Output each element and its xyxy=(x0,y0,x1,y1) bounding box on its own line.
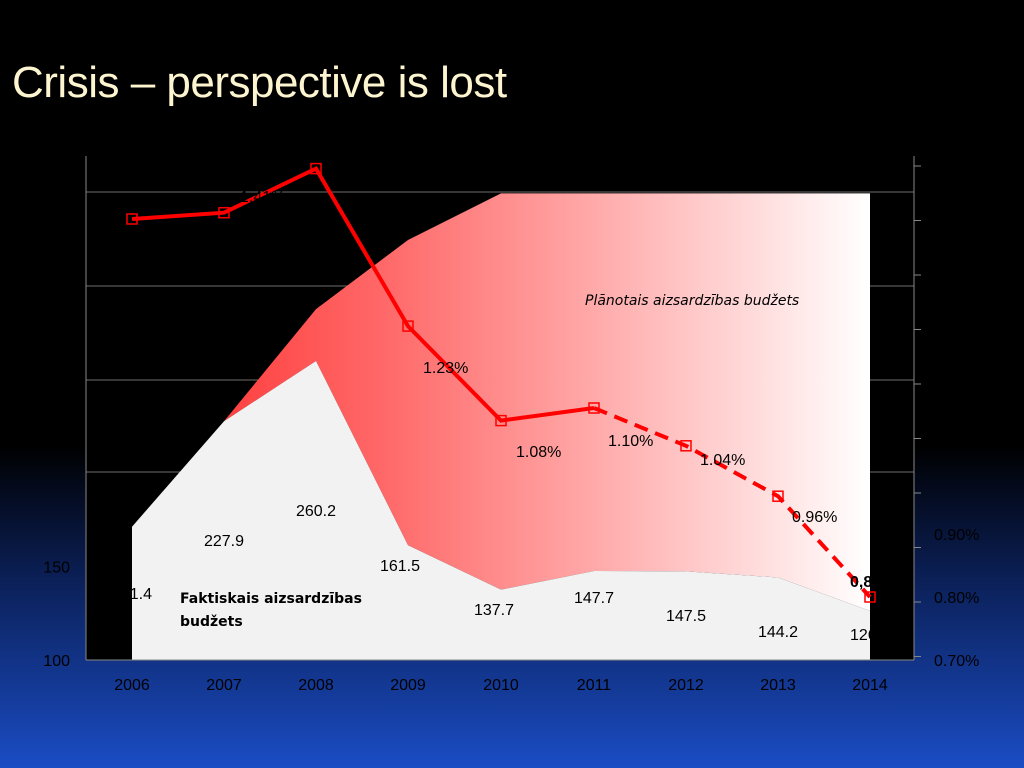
x-tick-label: 2006 xyxy=(114,677,150,694)
actual-budget-legend: Faktiskais aizsardzības budžets xyxy=(180,591,362,630)
planned-budget-legend: Plānotais aizsardzības budžets xyxy=(585,293,799,309)
gdp-share-label-suffix: % xyxy=(887,574,901,591)
actual-area xyxy=(132,360,870,660)
gdp-point xyxy=(864,591,876,603)
x-tick-label: 2009 xyxy=(390,677,426,694)
gdp-point xyxy=(772,490,784,502)
gdp-line-actual xyxy=(131,165,595,423)
x-tick-label: 2013 xyxy=(760,677,796,694)
actual-value-label: 144.2 xyxy=(758,624,798,641)
gdp-share-label: 1.08% xyxy=(516,444,561,461)
gdp-point xyxy=(126,213,138,225)
right-tick-label: 0.90% xyxy=(934,527,979,544)
x-axis-ticks: 2006 2007 2008 2009 2010 2011 2012 2013 2014 xyxy=(114,677,888,694)
left-axis-ticks: 100 150 xyxy=(43,560,70,670)
actual-value-label: 227.9 xyxy=(204,533,244,550)
actual-value-label: 126.3 xyxy=(850,627,890,644)
left-tick-label: 100 xyxy=(43,653,70,670)
x-tick-label: 2007 xyxy=(206,677,242,694)
actual-budget-legend-line1: Faktiskais aizsardzības xyxy=(180,591,362,607)
gdp-point xyxy=(218,206,230,219)
gdp-share-label: 1.10% xyxy=(608,433,653,450)
left-tick-label: 150 xyxy=(43,560,70,577)
x-tick-label: 2008 xyxy=(298,677,334,694)
gdp-share-label: 1.40% xyxy=(150,194,195,211)
gdp-point xyxy=(402,320,414,332)
x-tick-label: 2014 xyxy=(852,677,888,694)
gdp-share-label: 1.04% xyxy=(700,452,745,469)
planned-area xyxy=(132,193,870,611)
gdp-point xyxy=(588,402,600,414)
gdp-point xyxy=(680,440,692,452)
right-tick-label: 0.80% xyxy=(934,590,979,607)
gdp-share-label: 1.41% xyxy=(240,189,285,206)
x-tick-label: 2010 xyxy=(483,677,519,694)
actual-budget-area xyxy=(132,360,870,660)
right-axis-ticks: 0.70% 0.80% 0.90% xyxy=(934,527,979,670)
actual-value-label: 171.4 xyxy=(112,586,152,603)
axes xyxy=(85,156,921,661)
gdp-share-label: 1.23% xyxy=(423,360,468,377)
actual-value-label: 161.5 xyxy=(380,558,420,575)
gdp-share-labels: 1.40% 1.41% 1.23% 1.08% 1.10% 1.04% 0.96% 0,80%… xyxy=(150,189,901,591)
x-tick-label: 2011 xyxy=(577,677,612,694)
actual-value-labels: 171.4 227.9 260.2 161.5 137.7 147.7 147.5 144.2… xyxy=(112,503,890,644)
gdp-point xyxy=(310,162,322,175)
gdp-share-line xyxy=(126,162,876,603)
planned-budget-area xyxy=(132,193,870,611)
slide-title: Crisis – perspective is lost xyxy=(12,58,507,107)
actual-value-label: 147.7 xyxy=(574,590,614,607)
gdp-line-planned xyxy=(593,406,872,599)
x-tick-label: 2012 xyxy=(668,677,704,694)
actual-value-label: 137.7 xyxy=(474,602,514,619)
actual-value-label: 147.5 xyxy=(666,608,706,625)
actual-budget-legend-line2: budžets xyxy=(180,614,243,630)
actual-value-label: 260.2 xyxy=(296,503,336,520)
right-tick-label: 0.70% xyxy=(934,653,979,670)
gdp-share-label: 0.96% xyxy=(792,509,837,526)
gdp-point xyxy=(495,414,507,427)
gdp-share-label: 0,80% xyxy=(850,574,895,591)
